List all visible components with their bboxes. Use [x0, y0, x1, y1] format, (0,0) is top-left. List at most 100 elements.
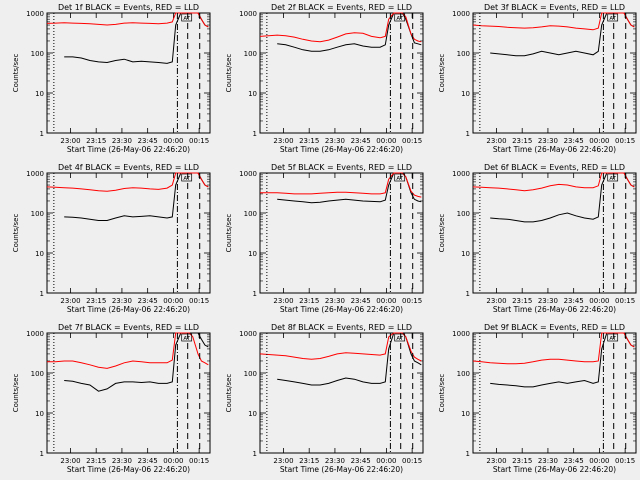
x-axis-label: Start Time (26-May-06 22:46:20): [493, 305, 616, 314]
x-tick-label: 23:30: [112, 297, 132, 305]
y-tick-label: 1000: [26, 10, 44, 18]
x-tick-label: 23:45: [564, 137, 584, 145]
chart-panel-5: Det 5f BLACK = Events, RED = LLD 1 10 100 10…: [225, 163, 424, 314]
chart-title: Det 3f BLACK = Events, RED = LLD: [484, 3, 625, 12]
y-tick-label: 10: [248, 410, 257, 418]
at-marker-box: [181, 13, 193, 22]
x-tick-label: 23:15: [86, 297, 106, 305]
x-tick-label: 23:00: [486, 457, 506, 465]
x-tick-label: 00:00: [589, 297, 609, 305]
x-tick-label: 00:15: [615, 297, 635, 305]
x-tick-label: 23:45: [138, 297, 158, 305]
y-tick-label: 10: [248, 250, 257, 258]
x-tick-label: 23:00: [273, 137, 293, 145]
x-tick-label: 23:15: [86, 457, 106, 465]
plot-frame: [46, 332, 211, 454]
x-axis-label: Start Time (26-May-06 22:46:20): [67, 305, 190, 314]
chart-title: Det 2f BLACK = Events, RED = LLD: [271, 3, 412, 12]
x-tick-label: 23:15: [299, 297, 319, 305]
x-tick-label: 23:00: [60, 297, 80, 305]
x-tick-label: 23:15: [299, 457, 319, 465]
lld-series-line: [259, 332, 422, 362]
chart-panel-8: Det 8f BLACK = Events, RED = LLD 1 10 100 10…: [225, 323, 424, 474]
at-marker-label: AT: [609, 336, 616, 342]
lld-series-line: [472, 172, 635, 192]
plot-frame: [472, 172, 637, 294]
x-tick-label: 23:00: [60, 457, 80, 465]
x-tick-label: 23:30: [538, 457, 558, 465]
y-axis-label: Counts/sec: [225, 54, 233, 93]
plot-frame: [472, 332, 637, 454]
plot-frame: [259, 12, 424, 134]
y-tick-label: 1: [40, 130, 44, 138]
chart-title: Det 6f BLACK = Events, RED = LLD: [484, 163, 625, 172]
y-axis-label: Counts/sec: [438, 374, 446, 413]
y-tick-label: 1: [253, 130, 257, 138]
y-tick-label: 1: [253, 450, 257, 458]
x-tick-label: 00:00: [163, 457, 183, 465]
y-tick-label: 100: [457, 370, 470, 378]
chart-panel-6: Det 6f BLACK = Events, RED = LLD 1 10 100 10…: [438, 163, 637, 314]
plot-frame: [472, 12, 637, 134]
lld-series-line: [472, 332, 635, 365]
chart-title: Det 9f BLACK = Events, RED = LLD: [484, 323, 625, 332]
y-tick-label: 1: [253, 290, 257, 298]
chart-panel-7: Det 7f BLACK = Events, RED = LLD 1 10 100 10…: [12, 323, 211, 474]
x-tick-label: 00:15: [189, 297, 209, 305]
y-tick-label: 10: [248, 90, 257, 98]
chart-panel-4: Det 4f BLACK = Events, RED = LLD 1 10 100 10…: [12, 163, 211, 314]
at-marker-box: [181, 173, 193, 182]
plot-frame: [46, 172, 211, 294]
plot-frame: [259, 172, 424, 294]
chart-panel-1: Det 1f BLACK = Events, RED = LLD 1 10 100 10…: [12, 3, 211, 154]
y-tick-label: 100: [244, 210, 257, 218]
x-tick-label: 23:15: [86, 137, 106, 145]
x-tick-label: 23:45: [351, 297, 371, 305]
x-tick-label: 00:15: [189, 457, 209, 465]
y-tick-label: 1000: [239, 330, 257, 338]
chart-title: Det 1f BLACK = Events, RED = LLD: [58, 3, 199, 12]
x-tick-label: 23:30: [538, 137, 558, 145]
lld-series-line: [46, 172, 209, 192]
y-axis-label: Counts/sec: [225, 374, 233, 413]
at-marker-label: AT: [609, 176, 616, 182]
x-tick-label: 00:00: [163, 297, 183, 305]
y-tick-label: 10: [461, 250, 470, 258]
y-tick-label: 1000: [239, 170, 257, 178]
y-axis-label: Counts/sec: [225, 214, 233, 253]
at-marker-box: [394, 333, 406, 342]
y-tick-label: 1000: [452, 10, 470, 18]
events-series-line: [64, 332, 209, 392]
x-axis-label: Start Time (26-May-06 22:46:20): [493, 465, 616, 474]
x-tick-label: 00:15: [615, 457, 635, 465]
y-axis-label: Counts/sec: [12, 54, 20, 93]
y-axis-label: Counts/sec: [438, 214, 446, 253]
y-axis-label: Counts/sec: [438, 54, 446, 93]
lld-series-line: [47, 332, 209, 369]
x-tick-label: 23:30: [325, 137, 345, 145]
x-tick-label: 23:30: [325, 297, 345, 305]
y-tick-label: 100: [457, 50, 470, 58]
x-tick-label: 23:00: [486, 297, 506, 305]
x-axis-label: Start Time (26-May-06 22:46:20): [67, 145, 190, 154]
y-tick-label: 1: [40, 290, 44, 298]
x-axis-label: Start Time (26-May-06 22:46:20): [280, 305, 403, 314]
y-tick-label: 10: [35, 90, 44, 98]
chart-title: Det 8f BLACK = Events, RED = LLD: [271, 323, 412, 332]
at-marker-label: AT: [396, 336, 403, 342]
y-tick-label: 1: [466, 450, 470, 458]
x-tick-label: 23:30: [112, 137, 132, 145]
lld-series-line: [46, 12, 209, 28]
lld-series-line: [472, 12, 635, 31]
x-tick-label: 23:45: [564, 297, 584, 305]
x-tick-label: 00:15: [189, 137, 209, 145]
x-axis-label: Start Time (26-May-06 22:46:20): [67, 465, 190, 474]
at-marker-label: AT: [183, 176, 190, 182]
y-tick-label: 100: [244, 50, 257, 58]
y-tick-label: 100: [31, 370, 44, 378]
chart-title: Det 5f BLACK = Events, RED = LLD: [271, 163, 412, 172]
x-axis-label: Start Time (26-May-06 22:46:20): [280, 145, 403, 154]
y-tick-label: 100: [31, 50, 44, 58]
at-marker-label: AT: [396, 176, 403, 182]
